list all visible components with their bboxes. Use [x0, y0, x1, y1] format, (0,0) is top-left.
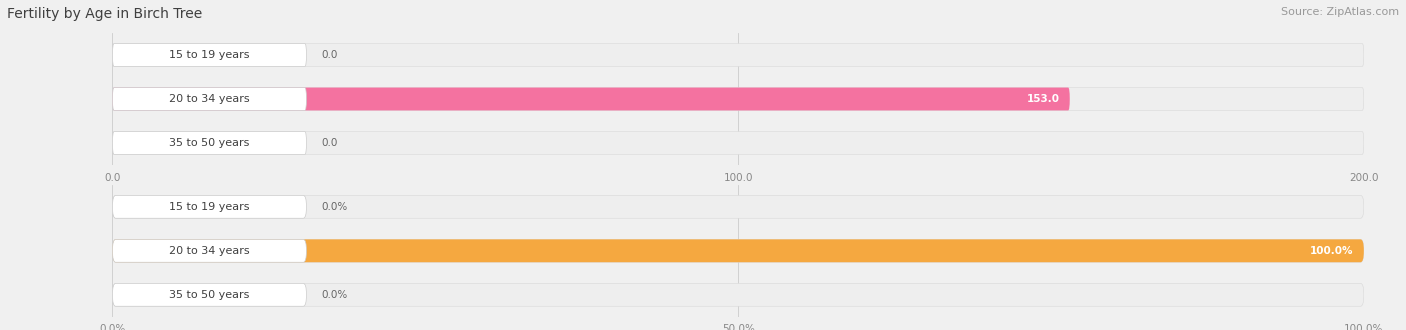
- FancyBboxPatch shape: [112, 283, 1364, 306]
- Text: 35 to 50 years: 35 to 50 years: [169, 138, 250, 148]
- Text: 35 to 50 years: 35 to 50 years: [169, 290, 250, 300]
- Text: 0.0: 0.0: [322, 138, 337, 148]
- Text: 0.0%: 0.0%: [322, 290, 347, 300]
- FancyBboxPatch shape: [112, 44, 1364, 66]
- FancyBboxPatch shape: [112, 87, 1070, 111]
- Text: 100.0%: 100.0%: [1310, 246, 1354, 256]
- FancyBboxPatch shape: [112, 195, 307, 218]
- FancyBboxPatch shape: [112, 195, 1364, 218]
- Text: 20 to 34 years: 20 to 34 years: [169, 94, 250, 104]
- FancyBboxPatch shape: [112, 44, 307, 66]
- FancyBboxPatch shape: [112, 87, 1364, 111]
- FancyBboxPatch shape: [112, 239, 1364, 262]
- FancyBboxPatch shape: [112, 132, 307, 154]
- Text: Source: ZipAtlas.com: Source: ZipAtlas.com: [1281, 7, 1399, 16]
- FancyBboxPatch shape: [112, 283, 307, 306]
- Text: 15 to 19 years: 15 to 19 years: [169, 50, 250, 60]
- Text: 0.0: 0.0: [322, 50, 337, 60]
- FancyBboxPatch shape: [112, 239, 1364, 262]
- FancyBboxPatch shape: [112, 239, 307, 262]
- Text: 153.0: 153.0: [1026, 94, 1060, 104]
- Text: Fertility by Age in Birch Tree: Fertility by Age in Birch Tree: [7, 7, 202, 20]
- Text: 0.0%: 0.0%: [322, 202, 347, 212]
- FancyBboxPatch shape: [112, 132, 1364, 154]
- Text: 20 to 34 years: 20 to 34 years: [169, 246, 250, 256]
- FancyBboxPatch shape: [112, 87, 307, 111]
- Text: 15 to 19 years: 15 to 19 years: [169, 202, 250, 212]
